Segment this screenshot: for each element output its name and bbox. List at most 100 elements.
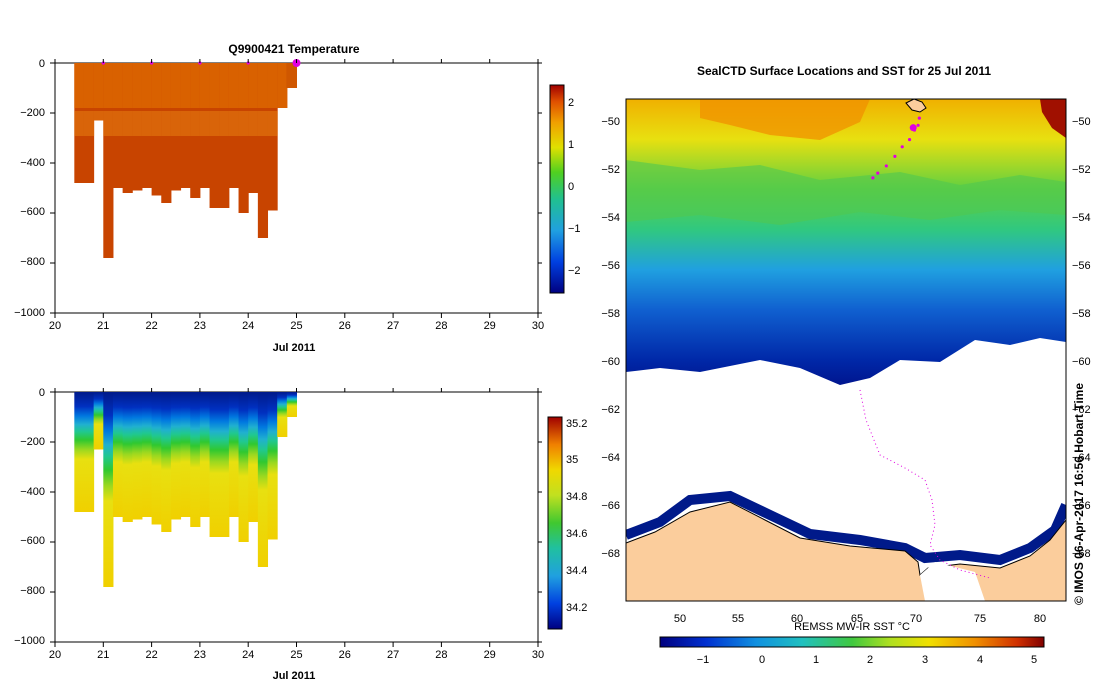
x-tick-label: 26	[339, 320, 351, 332]
current-position-marker	[909, 124, 917, 132]
ice-shelf	[920, 562, 985, 601]
track-point	[893, 154, 897, 158]
temperature-warm-band	[209, 111, 220, 136]
temperature-surface-layer	[277, 63, 288, 108]
salinity-profile	[228, 392, 240, 517]
temperature-profile	[238, 63, 249, 213]
y-tick-label: −400	[20, 157, 45, 169]
salinity-profile	[132, 392, 143, 520]
colorbar-tick-label: 4	[977, 654, 983, 666]
temperature-warm-band	[257, 111, 269, 136]
lat-tick-label: −54	[1072, 212, 1091, 224]
salinity-colorbar: 35.2 35 34.8 34.6 34.4 34.2	[547, 416, 587, 630]
x-tick-label: 29	[484, 320, 496, 332]
temperature-warm-band	[190, 111, 201, 136]
x-tick-label: 28	[435, 649, 447, 661]
colorbar-tick-label: 35	[566, 454, 578, 466]
lat-tick-label: −68	[601, 548, 620, 560]
salinity-profiles	[74, 392, 297, 587]
track-point	[871, 176, 875, 180]
map-x-axis: 50 55 60 65 70 75 80	[674, 613, 1046, 625]
temperature-profile	[257, 63, 269, 238]
salinity-colorbar-fill	[547, 416, 563, 630]
lat-tick-label: −60	[601, 356, 620, 368]
x-tick-label: 21	[97, 320, 109, 332]
lat-tick-label: −62	[601, 404, 620, 416]
temperature-warm-band	[180, 111, 191, 136]
temperature-profiles	[74, 63, 297, 258]
temperature-surface-layer	[180, 63, 191, 108]
temperature-colorbar: 2 1 0 −1 −2	[549, 84, 581, 294]
x-tick-label: 30	[532, 649, 544, 661]
map-title: SealCTD Surface Locations and SST for 25…	[697, 64, 991, 78]
temperature-panel: Q9900421 Temperature 0 −200 −400 −600 −8…	[14, 42, 580, 354]
temperature-surface-layer	[122, 63, 133, 108]
temperature-surface-layer	[219, 63, 230, 108]
y-tick-label: −200	[20, 107, 45, 119]
x-tick-label: 24	[242, 649, 254, 661]
colorbar-tick-label: 35.2	[566, 418, 587, 430]
temperature-warm-band	[248, 111, 259, 136]
temperature-warm-band	[199, 111, 211, 136]
y-tick-label: −200	[20, 436, 45, 448]
temperature-profile	[103, 63, 114, 258]
temperature-warm-band	[141, 111, 153, 136]
lat-tick-label: −52	[1072, 164, 1091, 176]
temperature-surface-layer	[199, 63, 211, 108]
x-tick-label: 27	[387, 649, 399, 661]
temperature-x-label: Jul 2011	[273, 342, 316, 354]
colorbar-tick-label: 0	[568, 181, 574, 193]
track-point	[900, 145, 904, 149]
temperature-warm-band	[161, 111, 172, 136]
temperature-warm-band	[74, 111, 85, 136]
seal-trajectory-dots	[859, 389, 991, 579]
lon-tick-label: 80	[1034, 613, 1046, 625]
temperature-surface-layer	[286, 63, 297, 88]
x-tick-label: 25	[290, 320, 302, 332]
temperature-profile	[267, 63, 278, 211]
temperature-warm-band	[93, 111, 104, 121]
kerguelen-island	[905, 99, 927, 113]
x-tick-label: 24	[242, 320, 254, 332]
temperature-surface-layer	[141, 63, 153, 108]
temperature-surface-layer	[112, 63, 124, 108]
salinity-profile	[267, 392, 278, 540]
y-tick-label: −400	[20, 486, 45, 498]
map-frame	[625, 98, 1067, 602]
x-tick-label: 22	[145, 649, 157, 661]
lat-tick-label: −62	[1072, 404, 1091, 416]
salinity-profile	[277, 392, 288, 437]
salinity-profile	[209, 392, 220, 537]
lon-tick-label: 55	[732, 613, 744, 625]
copyright-stamp: © IMOS 06-Apr-2017 16:56 Hobart Time	[1072, 383, 1086, 605]
temperature-surface-layer	[74, 63, 85, 108]
y-tick-label: −800	[20, 585, 45, 597]
x-tick-label: 28	[435, 320, 447, 332]
lat-tick-label: −56	[601, 260, 620, 272]
salinity-profile	[248, 392, 259, 522]
colorbar-tick-label: 34.4	[566, 565, 587, 577]
colorbar-tick-label: 0	[759, 654, 765, 666]
track-point	[907, 138, 912, 142]
salinity-profile	[199, 392, 211, 517]
colorbar-tick-label: 2	[568, 97, 574, 109]
temperature-surface-layer	[209, 63, 220, 108]
salinity-profile	[103, 392, 114, 587]
temperature-surface-layer	[161, 63, 172, 108]
y-tick-label: −600	[20, 535, 45, 547]
colorbar-tick-label: −1	[568, 223, 581, 235]
salinity-y-axis: 0 −200 −400 −600 −800 −1000	[14, 387, 45, 647]
temperature-warm-band	[267, 111, 278, 136]
lat-tick-label: −60	[1072, 356, 1091, 368]
colorbar-tick-label: 3	[922, 654, 928, 666]
temperature-surface-layer	[238, 63, 249, 108]
lon-tick-label: 65	[851, 613, 863, 625]
colorbar-tick-label: 34.2	[566, 602, 587, 614]
temperature-colorbar-fill	[549, 84, 565, 294]
sst-map-panel: SealCTD Surface Locations and SST for 25…	[601, 64, 1090, 666]
salinity-profile	[161, 392, 172, 532]
temperature-surface-layer	[228, 63, 240, 108]
lat-tick-label: −50	[601, 116, 620, 128]
lon-tick-label: 50	[674, 613, 686, 625]
